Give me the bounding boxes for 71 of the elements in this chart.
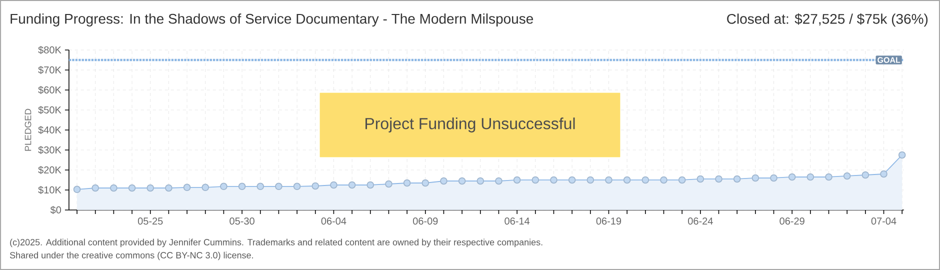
point	[806, 173, 814, 181]
point	[348, 181, 356, 189]
x-tick-label: 06-14	[504, 218, 530, 225]
y-tick-label: $30K	[38, 146, 62, 154]
point	[128, 184, 136, 192]
annotation: Project Funding Unsuccessful	[366, 118, 575, 132]
point	[788, 173, 796, 181]
point	[275, 182, 282, 190]
point	[220, 182, 228, 190]
x-tick-label: 07-04	[871, 218, 896, 225]
point	[440, 177, 448, 185]
point	[202, 184, 210, 192]
x-tick-label: 06-24	[688, 218, 713, 225]
text: Closed at: $27,525 / $75k (36%)	[727, 13, 928, 27]
y-tick-label: $0	[50, 206, 62, 214]
point	[605, 176, 612, 184]
point	[532, 176, 540, 184]
point	[660, 176, 668, 184]
y-tick-label: $60K	[38, 86, 62, 94]
point	[642, 176, 650, 184]
point	[623, 176, 631, 184]
point	[110, 184, 118, 192]
y-axis-title: PLEDGED	[24, 108, 32, 151]
point	[385, 180, 392, 188]
text: (c)2025. Additional content provided by Jennifer Cummins. Trademarks and related content are owned by their respective companies.	[10, 238, 542, 248]
point	[513, 176, 521, 184]
point	[752, 174, 760, 182]
point	[92, 184, 100, 192]
point	[183, 184, 191, 192]
point	[568, 176, 576, 184]
x-tick-label: 06-04	[321, 218, 346, 225]
x-tick-label: 06-19	[596, 218, 622, 225]
point	[312, 182, 320, 190]
point	[495, 177, 502, 185]
ref-line-label: GOAL	[878, 57, 900, 63]
point	[165, 184, 172, 192]
point	[146, 184, 154, 192]
point	[458, 177, 466, 185]
point	[403, 179, 411, 187]
y-tick-label: $20K	[38, 166, 62, 174]
y-tick-label: $70K	[38, 66, 62, 74]
point	[696, 175, 704, 183]
y-tick-label: $80K	[38, 46, 62, 54]
point	[733, 175, 741, 183]
point	[715, 175, 722, 183]
point	[550, 176, 558, 184]
x-tick-label: 05-30	[230, 218, 254, 225]
text: Shared under the creative commons (CC BY-NC 3.0) license.	[10, 252, 253, 260]
point	[586, 176, 594, 184]
point	[898, 151, 906, 159]
x-tick-label: 06-09	[412, 218, 438, 225]
point	[330, 181, 338, 189]
chart-title: Funding Progress: In the Shadows of Service Documentary - The Modern Milspouse	[10, 13, 534, 27]
point	[293, 182, 301, 190]
point	[476, 177, 484, 185]
point	[422, 179, 430, 187]
y-tick-label: $50K	[38, 106, 62, 114]
y-tick-label: $40K	[38, 126, 62, 134]
x-tick-label: 06-29	[780, 218, 804, 225]
point	[238, 182, 246, 190]
point	[843, 172, 851, 180]
point	[366, 181, 374, 189]
point	[256, 182, 264, 190]
point	[880, 170, 888, 178]
x-tick-label: 05-25	[138, 218, 163, 225]
y-tick-label: $10K	[38, 186, 62, 194]
point	[862, 171, 870, 179]
point	[73, 186, 81, 194]
point	[770, 174, 778, 182]
point	[825, 173, 832, 181]
point	[678, 176, 686, 184]
